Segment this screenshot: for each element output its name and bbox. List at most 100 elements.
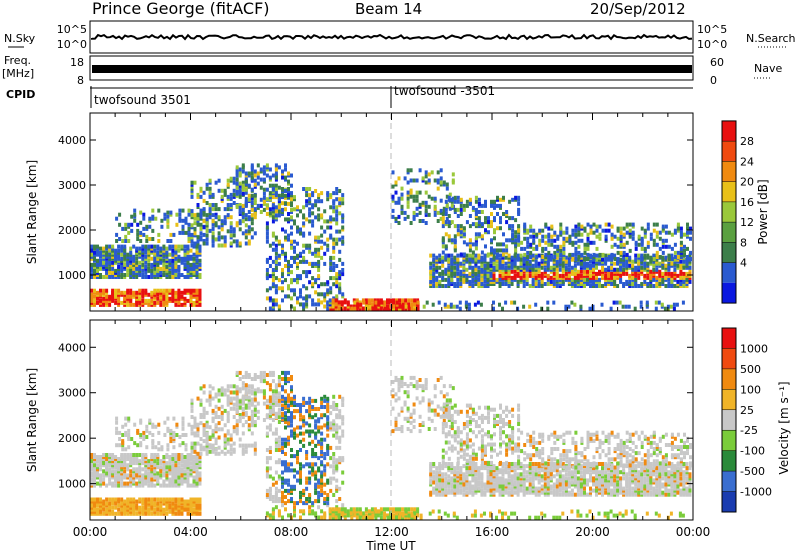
echo-cell [256, 181, 260, 186]
echo-cell [96, 475, 99, 480]
echo-cell [567, 304, 571, 309]
echo-cell [93, 483, 96, 488]
echo-cell [326, 243, 330, 248]
echo-cell [601, 271, 604, 276]
echo-cell [172, 232, 176, 237]
echo-cell [247, 210, 251, 214]
echo-cell [126, 475, 130, 480]
echo-cell [271, 389, 275, 394]
echo-cell [670, 263, 674, 268]
echo-cell [305, 286, 309, 291]
echo-cell [123, 254, 127, 259]
echo-cell [513, 255, 517, 260]
echo-cell [610, 265, 614, 270]
echo-cell [308, 280, 312, 285]
echo-cell [284, 501, 287, 506]
echo-cell [193, 416, 197, 421]
echo-cell [102, 499, 106, 504]
echo-cell [253, 215, 257, 220]
echo-cell [199, 437, 203, 441]
echo-cell [262, 177, 266, 182]
echo-cell [229, 437, 233, 442]
echo-cell [492, 255, 496, 260]
echo-cell [139, 433, 143, 437]
echo-cell [290, 413, 293, 418]
echo-cell [274, 427, 278, 432]
echo-cell [96, 501, 99, 506]
echo-cell [424, 170, 428, 175]
echo-cell [459, 203, 463, 208]
echo-cell [244, 370, 248, 375]
echo-cell [673, 255, 677, 259]
echo-cell [105, 294, 109, 299]
echo-cell [205, 420, 209, 425]
ytick-label: 4000 [58, 134, 86, 147]
echo-cell [268, 296, 272, 301]
echo-cell [486, 282, 490, 286]
echo-cell [217, 207, 221, 212]
echo-cell [99, 501, 102, 506]
echo-cell [145, 239, 149, 243]
echo-cell [531, 271, 535, 276]
echo-cell [141, 467, 145, 472]
echo-cell [346, 300, 350, 305]
echo-cell [271, 476, 275, 481]
echo-cell [287, 179, 290, 184]
echo-cell [268, 423, 272, 428]
echo-cell [96, 497, 99, 502]
echo-cell [529, 224, 533, 229]
echo-cell [552, 263, 556, 268]
echo-cell [277, 383, 281, 388]
echo-cell [114, 268, 118, 273]
echo-cell [274, 490, 278, 495]
echo-cell [655, 282, 659, 286]
echo-cell [274, 448, 278, 452]
echo-cell [532, 246, 536, 251]
echo-cell [640, 226, 644, 231]
echo-cell [332, 261, 336, 266]
echo-cell [610, 252, 614, 257]
echo-cell [576, 261, 580, 266]
echo-cell [499, 220, 502, 225]
echo-cell [256, 203, 260, 208]
echo-cell [265, 163, 269, 168]
echo-cell [226, 441, 230, 446]
echo-cell [576, 257, 580, 262]
echo-cell [654, 300, 658, 305]
echo-cell [580, 232, 584, 237]
echo-cell [159, 483, 163, 488]
echo-cell [459, 271, 463, 276]
echo-cell [337, 300, 341, 305]
echo-cell [320, 213, 324, 218]
echo-cell [186, 254, 190, 259]
echo-cell [117, 507, 121, 512]
echo-cell [645, 300, 649, 305]
echo-cell [415, 178, 419, 183]
freq-trace [92, 65, 692, 73]
echo-cell [513, 253, 517, 258]
echo-cell [673, 263, 677, 268]
echo-cell [180, 475, 184, 480]
echo-cell [465, 199, 469, 204]
echo-cell [592, 282, 595, 286]
echo-cell [121, 226, 125, 231]
echo-cell [293, 249, 296, 254]
echo-cell [287, 421, 290, 426]
echo-cell [132, 244, 136, 249]
echo-cell [320, 191, 324, 196]
echo-cell [652, 277, 656, 282]
echo-cell [111, 254, 115, 259]
echo-cell [150, 268, 154, 273]
echo-cell [250, 167, 254, 172]
echo-cell [556, 234, 560, 239]
echo-cell [586, 269, 589, 274]
echo-cell [274, 167, 278, 172]
echo-cell [685, 282, 689, 286]
echo-cell [477, 277, 481, 282]
echo-cell [496, 226, 499, 231]
echo-cell [220, 223, 224, 228]
echo-cell [435, 265, 439, 270]
echo-cell [296, 460, 299, 465]
echo-cell [553, 244, 557, 249]
echo-cell [595, 271, 598, 276]
